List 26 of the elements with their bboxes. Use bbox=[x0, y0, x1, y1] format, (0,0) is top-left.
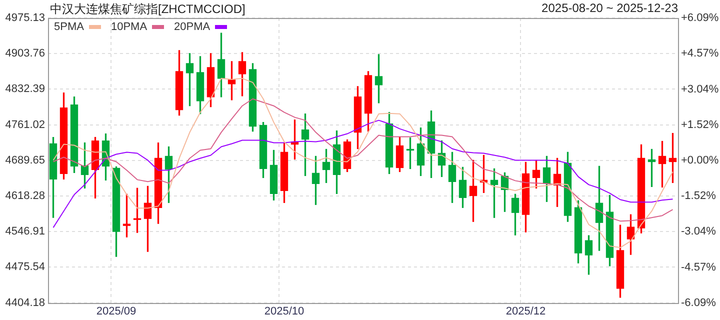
y2-tick-label: +6.09% bbox=[681, 12, 719, 24]
chart-subtitle: 2025-08-20 ~ 2025-12-23 bbox=[542, 1, 678, 15]
legend-label: 20PMA bbox=[174, 21, 210, 33]
x-tick-label: 2025/09 bbox=[96, 305, 136, 318]
y2-tick-label: -6.09% bbox=[681, 296, 716, 309]
y-tick-label: 4689.65 bbox=[5, 154, 45, 166]
y2-tick-label: -4.57% bbox=[681, 261, 716, 274]
y2-tick-label: +1.52% bbox=[681, 118, 719, 131]
y-tick-label: 4761.02 bbox=[5, 118, 45, 131]
legend-label: 10PMA bbox=[110, 21, 148, 33]
x-tick-label: 2025/12 bbox=[506, 305, 546, 318]
y-tick-label: 4832.39 bbox=[5, 83, 45, 96]
legend-label: 5PMA bbox=[54, 21, 84, 33]
y-tick-label: 4903.76 bbox=[5, 48, 45, 60]
y-tick-label: 4975.13 bbox=[5, 12, 45, 24]
chart-title: 中汉大连煤焦矿综指[ZHCTMCCIOD] bbox=[50, 1, 246, 18]
y2-tick-label: -3.04% bbox=[681, 226, 716, 238]
y2-tick-label: +0.00% bbox=[681, 154, 719, 166]
x-tick-label: 2025/10 bbox=[264, 305, 304, 318]
y-tick-label: 4475.54 bbox=[5, 261, 45, 274]
y2-tick-label: -1.52% bbox=[681, 190, 716, 202]
y-tick-label: 4618.28 bbox=[5, 190, 45, 202]
y-tick-label: 4546.91 bbox=[5, 226, 45, 238]
y2-tick-label: +3.04% bbox=[681, 83, 719, 96]
y-tick-label: 4404.18 bbox=[5, 296, 45, 309]
y2-tick-label: +4.57% bbox=[681, 48, 719, 60]
